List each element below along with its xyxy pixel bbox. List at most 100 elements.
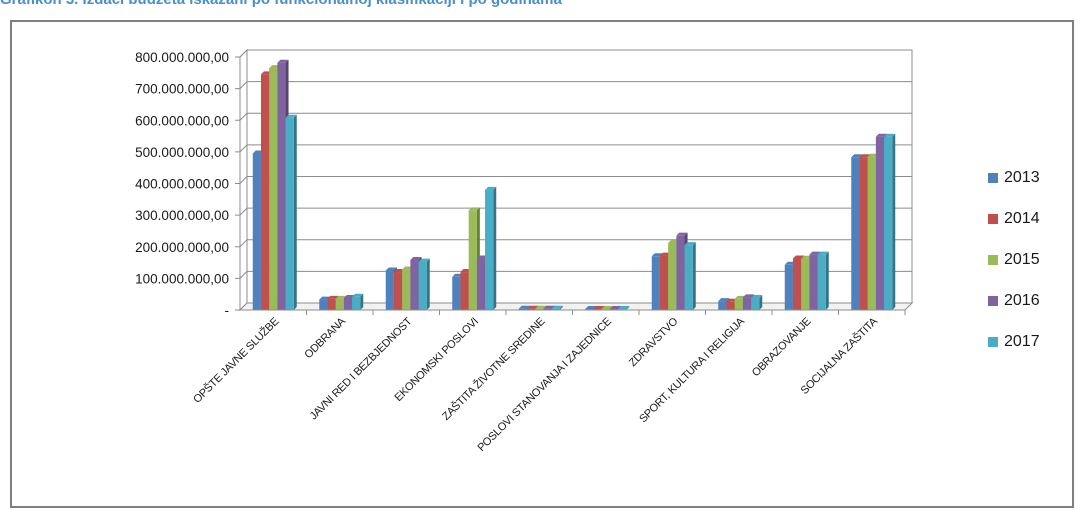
bar-top bbox=[285, 114, 297, 118]
figure-caption: Grafikon 3. Izdaci budžeta iskazani po f… bbox=[0, 0, 562, 8]
bar-top bbox=[684, 242, 696, 246]
bar-top bbox=[792, 255, 805, 259]
y-tick-label: 500.000.000,00 bbox=[135, 145, 229, 160]
bar-2016-7 bbox=[676, 235, 685, 310]
bar-top bbox=[518, 305, 530, 309]
bar-top bbox=[875, 133, 888, 137]
bar-side bbox=[426, 258, 430, 310]
y-tick-label: 200.000.000,00 bbox=[135, 240, 229, 255]
bar-2016-2 bbox=[343, 297, 353, 310]
x-tick-label: SPORT, KULTURA I RELIGIJA bbox=[637, 315, 747, 425]
bar-2016-1 bbox=[277, 62, 286, 310]
bar-top bbox=[851, 154, 863, 158]
legend-label: 2016 bbox=[1004, 291, 1040, 309]
legend-label: 2015 bbox=[1004, 250, 1040, 268]
bar-top bbox=[277, 59, 289, 63]
bar-side bbox=[759, 294, 763, 310]
bar-2014-5 bbox=[526, 308, 536, 310]
bar-2016-9 bbox=[809, 254, 818, 310]
bar-2017-4 bbox=[485, 189, 494, 310]
y-gridline bbox=[239, 112, 912, 121]
bar-top bbox=[585, 306, 597, 310]
x-tick-label: ODBRANA bbox=[302, 315, 348, 361]
bar-2013-4 bbox=[452, 276, 461, 310]
bar-2014-7 bbox=[659, 255, 669, 310]
bar-2013-5 bbox=[518, 308, 527, 310]
bar-2014-9 bbox=[792, 258, 802, 310]
bar-top bbox=[884, 133, 896, 137]
bar-side bbox=[892, 133, 896, 310]
y-tick-label: 400.000.000,00 bbox=[135, 177, 229, 192]
bar-2014-2 bbox=[327, 298, 336, 310]
bar-2017-7 bbox=[684, 245, 693, 310]
bar-side bbox=[360, 293, 364, 310]
bar-top bbox=[809, 251, 821, 255]
bar-2017-5 bbox=[551, 308, 560, 310]
bar-2014-8 bbox=[726, 301, 735, 310]
legend-label: 2014 bbox=[1004, 209, 1040, 227]
legend-swatch bbox=[988, 213, 998, 224]
bar-2013-7 bbox=[651, 256, 660, 310]
x-tick-label: OPŠTE JAVNE SLUŽBE bbox=[191, 315, 282, 406]
bar-2015-8 bbox=[734, 298, 743, 310]
bar-2014-1 bbox=[260, 74, 270, 310]
y-tick-label: 100.000.000,00 bbox=[135, 271, 229, 286]
bar-2015-5 bbox=[535, 308, 544, 310]
bar-2015-9 bbox=[801, 258, 810, 310]
bar-2013-2 bbox=[319, 299, 328, 310]
bar-top bbox=[593, 306, 605, 310]
y-gridline bbox=[239, 176, 912, 184]
bar-2017-2 bbox=[352, 296, 361, 310]
bar-2015-3 bbox=[402, 269, 411, 310]
bar-top bbox=[485, 186, 497, 190]
bar-side bbox=[626, 306, 630, 310]
legend-swatch bbox=[988, 172, 998, 183]
bar-2013-1 bbox=[252, 153, 261, 310]
bar-2015-7 bbox=[668, 242, 677, 310]
legend-swatch bbox=[988, 254, 998, 265]
bar-top bbox=[742, 294, 755, 298]
bar-2015-2 bbox=[335, 298, 344, 310]
bar-2017-1 bbox=[285, 117, 294, 310]
legend-item: 2015 bbox=[988, 250, 1040, 269]
y-tick-label: 800.000.000,00 bbox=[135, 50, 229, 65]
bar-2014-3 bbox=[393, 272, 403, 310]
bar-top bbox=[468, 207, 480, 211]
bar-2015-4 bbox=[468, 210, 477, 310]
bar-2014-10 bbox=[859, 157, 868, 310]
bar-top bbox=[535, 305, 547, 309]
bar-top bbox=[543, 305, 555, 309]
bar-top bbox=[385, 267, 397, 271]
bar-2013-10 bbox=[851, 157, 860, 310]
bar-top bbox=[751, 294, 763, 298]
bar-2017-3 bbox=[418, 261, 427, 310]
y-gridline bbox=[239, 207, 912, 216]
bar-top bbox=[718, 298, 730, 302]
legend-item: 2017 bbox=[988, 332, 1040, 351]
chart-legend: 2013 2014 2015 2016 2017 bbox=[988, 168, 1040, 373]
legend-label: 2013 bbox=[1004, 168, 1040, 186]
bar-side bbox=[493, 186, 497, 310]
x-tick-label: OBRAZOVANJE bbox=[750, 316, 813, 379]
y-tick-label: 700.000.000,00 bbox=[135, 82, 229, 97]
bar-side bbox=[293, 114, 297, 310]
bar-2017-10 bbox=[884, 136, 893, 310]
bar-side bbox=[559, 305, 563, 310]
bar-2014-4 bbox=[460, 272, 469, 310]
bar-2013-8 bbox=[718, 301, 727, 310]
legend-swatch bbox=[988, 295, 998, 306]
bar-2015-1 bbox=[269, 68, 278, 310]
bar-2013-9 bbox=[784, 264, 793, 310]
bar-top bbox=[618, 306, 630, 310]
bar-top bbox=[327, 295, 339, 299]
bar-side bbox=[692, 242, 696, 310]
x-tick-label: POSLOVI STANOVANJA I ZAJEDNICE bbox=[475, 316, 613, 454]
bar-2016-5 bbox=[543, 308, 552, 310]
y-tick-label: - bbox=[225, 303, 230, 318]
legend-item: 2014 bbox=[988, 209, 1040, 228]
bar-top bbox=[609, 306, 622, 310]
bar-top bbox=[601, 306, 613, 310]
legend-item: 2016 bbox=[988, 291, 1040, 310]
legend-swatch bbox=[988, 336, 998, 347]
